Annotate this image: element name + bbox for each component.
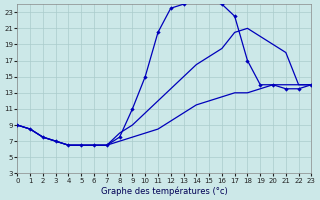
X-axis label: Graphe des températures (°c): Graphe des températures (°c) — [101, 186, 228, 196]
